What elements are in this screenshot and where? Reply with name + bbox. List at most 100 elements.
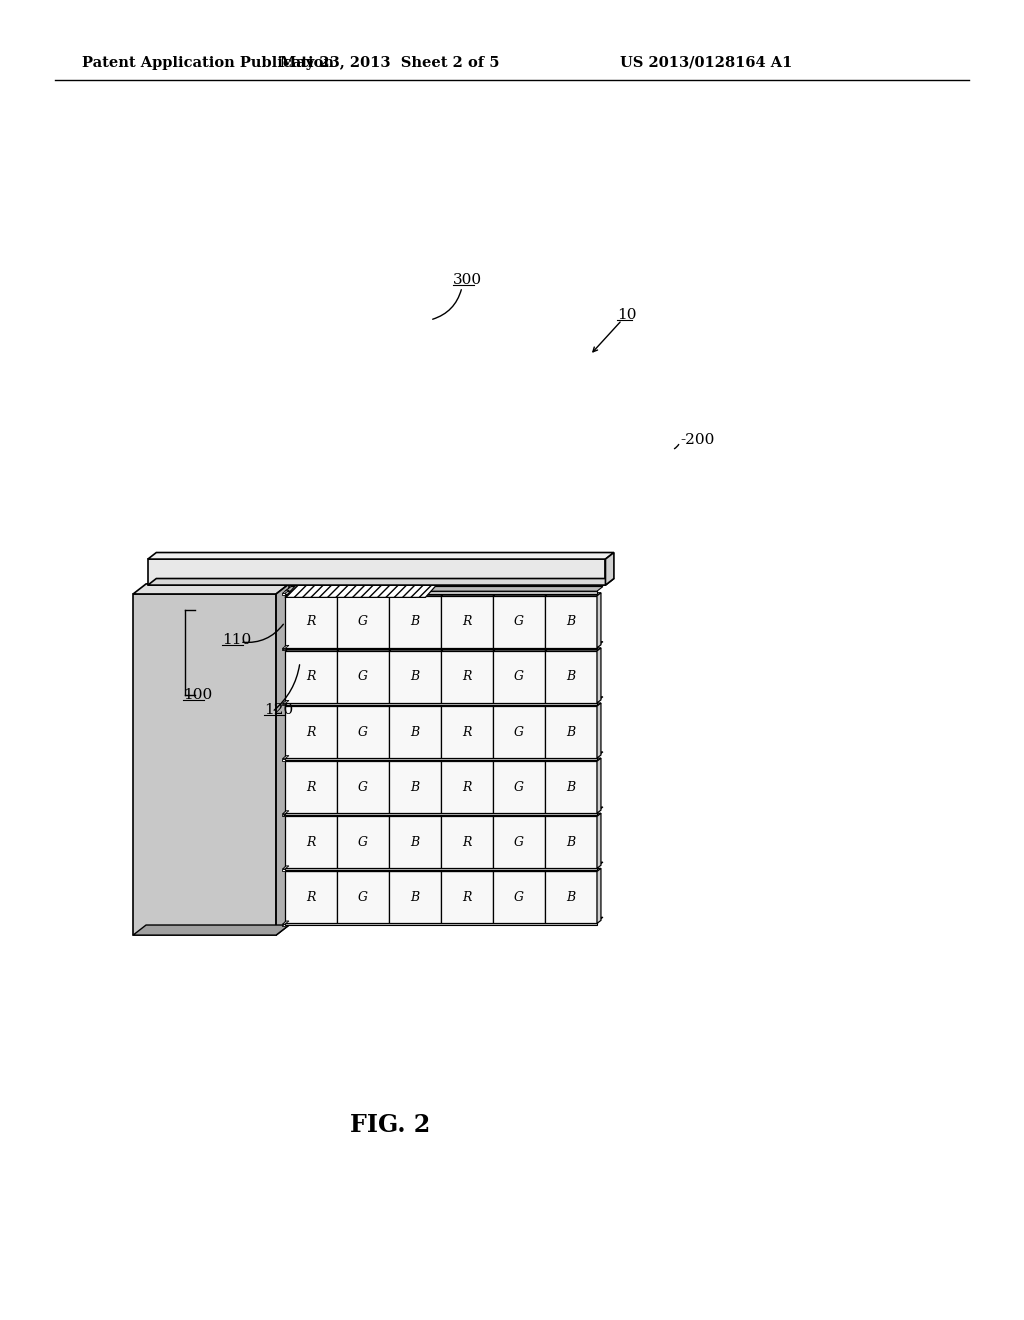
Text: B: B bbox=[411, 615, 420, 628]
Polygon shape bbox=[283, 869, 285, 871]
Polygon shape bbox=[283, 755, 289, 759]
Polygon shape bbox=[285, 583, 437, 598]
Polygon shape bbox=[545, 758, 601, 762]
Polygon shape bbox=[441, 758, 497, 762]
Polygon shape bbox=[337, 869, 393, 871]
Text: B: B bbox=[411, 726, 420, 739]
Polygon shape bbox=[276, 583, 289, 935]
Text: R: R bbox=[462, 780, 472, 793]
Polygon shape bbox=[285, 586, 603, 591]
Polygon shape bbox=[493, 595, 545, 648]
Polygon shape bbox=[337, 593, 393, 595]
Polygon shape bbox=[493, 706, 545, 758]
Polygon shape bbox=[133, 583, 289, 594]
Polygon shape bbox=[285, 651, 337, 704]
Polygon shape bbox=[285, 867, 597, 870]
Text: 10: 10 bbox=[617, 308, 637, 322]
Polygon shape bbox=[545, 651, 597, 704]
Polygon shape bbox=[283, 645, 289, 648]
Polygon shape bbox=[493, 648, 549, 651]
Polygon shape bbox=[441, 869, 497, 871]
Polygon shape bbox=[441, 595, 493, 648]
Polygon shape bbox=[285, 704, 341, 706]
Text: -200: -200 bbox=[680, 433, 715, 447]
Text: R: R bbox=[462, 726, 472, 739]
Polygon shape bbox=[283, 590, 289, 594]
Polygon shape bbox=[285, 862, 603, 867]
Polygon shape bbox=[285, 871, 337, 924]
Text: G: G bbox=[514, 836, 524, 849]
Polygon shape bbox=[133, 594, 276, 935]
Polygon shape bbox=[389, 869, 445, 871]
Polygon shape bbox=[493, 593, 549, 595]
Polygon shape bbox=[285, 593, 341, 595]
Polygon shape bbox=[493, 651, 545, 704]
Text: B: B bbox=[411, 891, 420, 904]
Polygon shape bbox=[389, 593, 445, 595]
Polygon shape bbox=[441, 704, 497, 706]
Polygon shape bbox=[389, 758, 445, 762]
Polygon shape bbox=[283, 594, 285, 595]
Polygon shape bbox=[283, 924, 285, 925]
Polygon shape bbox=[285, 816, 337, 869]
Polygon shape bbox=[545, 648, 601, 651]
Polygon shape bbox=[283, 648, 285, 651]
Polygon shape bbox=[545, 762, 597, 813]
Polygon shape bbox=[441, 762, 493, 813]
Polygon shape bbox=[285, 647, 597, 649]
Polygon shape bbox=[337, 595, 389, 648]
Text: 300: 300 bbox=[453, 273, 482, 286]
Polygon shape bbox=[283, 921, 289, 924]
Polygon shape bbox=[337, 813, 393, 816]
Polygon shape bbox=[133, 925, 289, 935]
Polygon shape bbox=[545, 869, 601, 871]
Text: 120: 120 bbox=[264, 704, 293, 717]
Text: 110: 110 bbox=[222, 634, 251, 647]
Polygon shape bbox=[389, 651, 441, 704]
Polygon shape bbox=[337, 758, 393, 762]
Polygon shape bbox=[545, 706, 597, 758]
Text: B: B bbox=[566, 726, 575, 739]
Polygon shape bbox=[441, 871, 493, 924]
Polygon shape bbox=[493, 813, 549, 816]
Polygon shape bbox=[337, 651, 389, 704]
Polygon shape bbox=[597, 869, 601, 924]
Polygon shape bbox=[285, 812, 597, 814]
Polygon shape bbox=[545, 816, 597, 869]
Polygon shape bbox=[337, 648, 393, 651]
Text: G: G bbox=[514, 671, 524, 684]
Text: R: R bbox=[462, 891, 472, 904]
Text: May 23, 2013  Sheet 2 of 5: May 23, 2013 Sheet 2 of 5 bbox=[281, 55, 500, 70]
Polygon shape bbox=[545, 813, 601, 816]
Polygon shape bbox=[493, 871, 545, 924]
Text: R: R bbox=[306, 726, 315, 739]
Text: Patent Application Publication: Patent Application Publication bbox=[82, 55, 334, 70]
Text: R: R bbox=[306, 780, 315, 793]
Polygon shape bbox=[493, 704, 549, 706]
Polygon shape bbox=[147, 553, 614, 560]
Polygon shape bbox=[147, 560, 605, 585]
Text: G: G bbox=[358, 615, 368, 628]
Polygon shape bbox=[285, 752, 603, 756]
Polygon shape bbox=[283, 701, 289, 704]
Polygon shape bbox=[441, 706, 493, 758]
Polygon shape bbox=[337, 816, 389, 869]
Polygon shape bbox=[441, 813, 497, 816]
Polygon shape bbox=[285, 869, 341, 871]
Text: G: G bbox=[358, 891, 368, 904]
Polygon shape bbox=[441, 816, 493, 869]
Polygon shape bbox=[493, 816, 545, 869]
Polygon shape bbox=[285, 697, 603, 701]
Polygon shape bbox=[389, 704, 445, 706]
Polygon shape bbox=[283, 810, 289, 814]
Text: G: G bbox=[358, 671, 368, 684]
Text: R: R bbox=[462, 615, 472, 628]
Polygon shape bbox=[493, 758, 549, 762]
Polygon shape bbox=[389, 871, 441, 924]
Text: B: B bbox=[566, 891, 575, 904]
Polygon shape bbox=[545, 871, 597, 924]
Polygon shape bbox=[337, 704, 393, 706]
Text: G: G bbox=[358, 780, 368, 793]
Polygon shape bbox=[389, 762, 441, 813]
Polygon shape bbox=[493, 869, 549, 871]
